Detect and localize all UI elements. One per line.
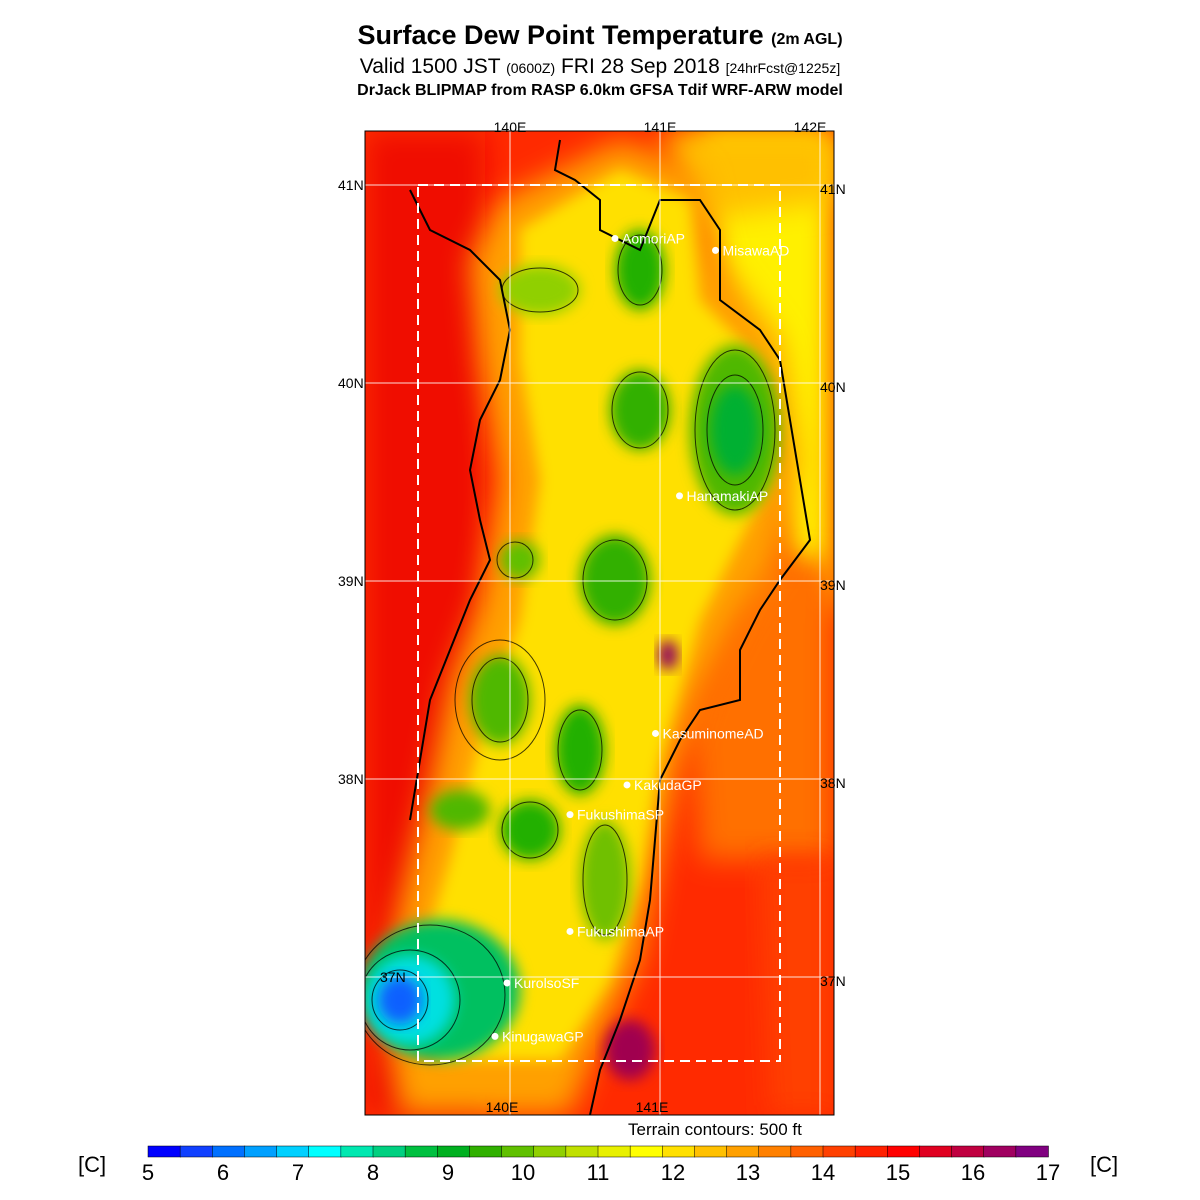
colorbar-cell: [951, 1145, 985, 1158]
model-info: DrJack BLIPMAP from RASP 6.0km GFSA Tdif…: [357, 82, 843, 99]
colorbar-cell: [887, 1145, 921, 1158]
lat-label-right: 37N: [820, 973, 846, 989]
colorbar-label: 5: [142, 1160, 154, 1185]
dewpoint-map: 140E 141E 142E 140E 141E 41N 40N 39N 38N 37N 41…: [338, 119, 846, 1116]
lat-label-right: 39N: [820, 577, 846, 593]
lat-labels-left: 41N 40N 39N 38N 37N: [338, 177, 406, 985]
station-label: FukushimaSP: [577, 807, 664, 823]
temperature-field: [365, 131, 834, 1115]
chart-title: Surface Dew Point Temperature (2m AGL): [0, 20, 1200, 51]
colorbar-labels: 5 6 7 8 9 10 11 12 13 14 15 16 17: [142, 1160, 1060, 1185]
lon-labels-top: 140E 141E 142E: [494, 119, 827, 135]
station-label: KasuminomeAD: [663, 725, 764, 741]
colorbar-cell: [244, 1145, 278, 1158]
colorbar-cell: [565, 1145, 599, 1158]
colorbar-label: 7: [292, 1160, 304, 1185]
lat-label-left: 41N: [338, 177, 364, 193]
colorbar-label: 9: [442, 1160, 454, 1185]
colorbar-unit-left: [C]: [78, 1152, 106, 1177]
colorbar-cell: [501, 1145, 535, 1158]
lat-label-left: 37N: [380, 969, 406, 985]
lat-label-right: 38N: [820, 775, 846, 791]
inner-domain-box: [417, 184, 781, 1062]
colorbar-cell: [662, 1145, 696, 1158]
colorbar-cell: [1015, 1145, 1049, 1158]
valid-date: FRI 28 Sep 2018: [560, 55, 720, 78]
colorbar-cell: [469, 1145, 503, 1158]
colorbar-cell: [854, 1145, 889, 1158]
colorbar-cell: [919, 1145, 953, 1158]
colorbar-label: 16: [961, 1160, 985, 1185]
colorbar-cell: [340, 1145, 374, 1158]
station-label: KurolsoSF: [514, 975, 579, 991]
station-label: MisawaAD: [723, 242, 790, 258]
lon-label-top: 140E: [494, 119, 527, 135]
colorbar-cell: [276, 1145, 310, 1158]
station-label: FukushimaAP: [577, 923, 664, 939]
map-frame: [364, 130, 835, 1116]
colorbar-label: 17: [1036, 1160, 1060, 1185]
colorbar-cell: [983, 1145, 1017, 1158]
colorbar-label: 15: [886, 1160, 910, 1185]
lon-label-top: 141E: [644, 119, 677, 135]
colorbar-label: 14: [811, 1160, 835, 1185]
lon-labels-bottom: 140E 141E: [486, 1099, 669, 1115]
colorbar-cell: [147, 1145, 181, 1158]
station-marker: [566, 811, 574, 819]
colorbar-cell: [404, 1145, 439, 1158]
colorbar-cell: [822, 1145, 856, 1158]
colorbar-label: 6: [217, 1160, 229, 1185]
terrain-contours: [365, 234, 776, 1066]
colorbar-label: 8: [367, 1160, 379, 1185]
colorbar-cell: [758, 1145, 792, 1158]
colorbar-cell: [437, 1145, 471, 1158]
colorbar-cell: [629, 1145, 664, 1158]
lat-label-left: 38N: [338, 771, 364, 787]
station-label: AomoriAP: [622, 230, 685, 246]
station-marker: [676, 492, 683, 500]
station-label: KakudaGP: [634, 777, 702, 793]
colorbar-label: 13: [736, 1160, 760, 1185]
colorbar-label: 11: [587, 1160, 610, 1185]
lat-labels-right: 41N 40N 39N 38N 37N: [820, 181, 846, 989]
valid-time: Valid 1500 JST (0600Z) FRI 28 Sep 2018 […: [0, 55, 1200, 79]
station-markers: AomoriAP MisawaAD HanamakiAP KasuminomeAD Ka…: [491, 230, 790, 1044]
valid-utc: (0600Z): [506, 60, 556, 76]
title-suffix: (2m AGL): [771, 31, 843, 48]
colorbar-cell: [372, 1145, 406, 1158]
station-label: HanamakiAP: [687, 488, 769, 504]
lat-label-left: 40N: [338, 375, 364, 391]
station-marker: [566, 927, 574, 935]
colorbar-cell: [597, 1145, 631, 1158]
title-main: Surface Dew Point Temperature: [357, 20, 764, 50]
lon-label-top: 142E: [794, 119, 827, 135]
terrain-note: Terrain contours: 500 ft: [628, 1120, 802, 1139]
station-marker: [652, 729, 659, 737]
colorbar-label: 12: [661, 1160, 685, 1185]
lat-label-right: 40N: [820, 379, 846, 395]
colorbar-unit-right: [C]: [1090, 1152, 1118, 1177]
station-marker: [712, 246, 719, 254]
station-marker: [503, 979, 511, 987]
lon-label-bottom: 141E: [636, 1099, 669, 1115]
valid-prefix: Valid 1500 JST: [359, 55, 501, 78]
colorbar-cell: [533, 1145, 567, 1158]
colorbar-cell: [790, 1145, 824, 1158]
station-marker: [611, 234, 619, 242]
lat-label-left: 39N: [338, 573, 364, 589]
colorbar-cell: [308, 1145, 342, 1158]
colorbar: [C] [C] 5 6 7 8 9 10 11 12 13 14 15 16 17: [78, 1145, 1118, 1185]
lon-label-bottom: 140E: [486, 1099, 519, 1115]
colorbar-cell: [212, 1145, 246, 1158]
colorbar-cell: [179, 1145, 214, 1158]
colorbar-label: 10: [511, 1160, 535, 1185]
colorbar-cells: [147, 1145, 1049, 1158]
colorbar-cell: [694, 1145, 728, 1158]
colorbar-cell: [726, 1145, 760, 1158]
lat-label-right: 41N: [820, 181, 846, 197]
forecast-info: [24hrFcst@1225z]: [725, 60, 841, 76]
station-marker: [623, 781, 631, 789]
station-label: KinugawaGP: [502, 1028, 584, 1044]
station-marker: [491, 1032, 499, 1040]
